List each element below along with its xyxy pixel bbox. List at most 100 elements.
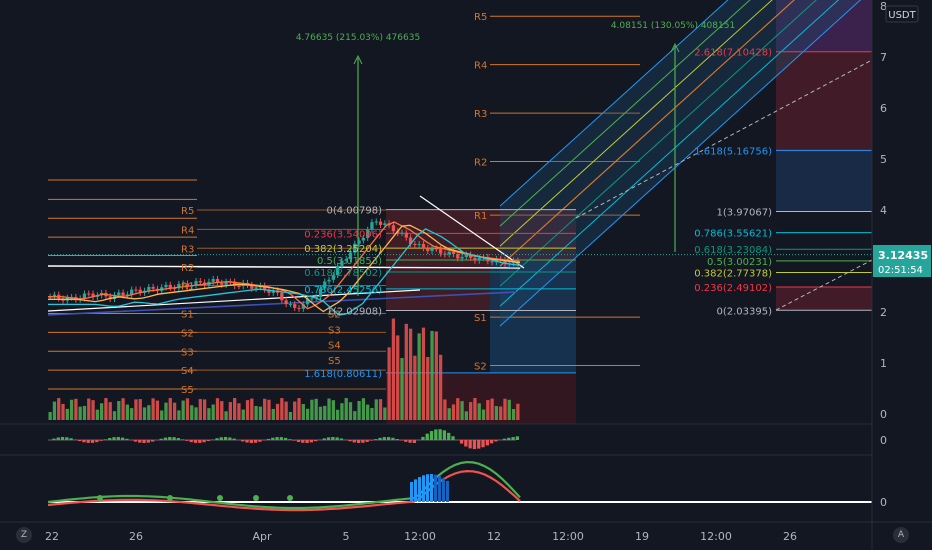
fib-right-label: 1.618(5.16756) [694, 146, 772, 157]
osc1-histogram-bar [472, 440, 477, 450]
toggle-auto-button[interactable]: Z [16, 527, 32, 543]
fib-right-label: 0.618(3.23084) [694, 245, 772, 256]
y-tick-label: 6 [880, 102, 887, 115]
currency-badge[interactable]: USDT [885, 5, 919, 23]
fib-left-label: 0.786(2.45256) [304, 285, 382, 296]
osc1-histogram-bar [339, 438, 344, 440]
trendline-upper [47, 265, 521, 269]
volume-bar [305, 408, 310, 420]
candle-body [383, 223, 387, 225]
auto-scale-button[interactable]: A [893, 527, 909, 543]
volume-bar [383, 407, 387, 420]
volume-bar [130, 408, 134, 420]
osc2-cross-dot [253, 495, 259, 501]
osc1-histogram-bar [451, 436, 455, 440]
candle-body [447, 251, 451, 255]
osc1-histogram-bar [185, 440, 189, 441]
volume-bar [74, 398, 78, 420]
volume-bar [417, 333, 421, 420]
candle-body [366, 229, 370, 238]
candle-body [263, 285, 267, 290]
osc1-histogram-bar [374, 439, 378, 440]
candle-body [477, 257, 481, 261]
volume-bar [267, 399, 271, 420]
pivot-mid-label: S4 [328, 341, 341, 352]
candle-body [267, 289, 271, 293]
measure-label-2: 4.08151 (130.05%) 408151 [611, 21, 735, 31]
candle-body [138, 289, 142, 293]
fib-right-label: 0.382(2.77378) [694, 269, 772, 280]
pivot-right-label: S1 [474, 313, 487, 324]
fib-right-label: 0.786(3.55621) [694, 229, 772, 240]
volume-bar [370, 408, 374, 420]
candle-body [464, 254, 469, 257]
pivot-label: S5 [181, 385, 194, 396]
osc1-histogram-bar [395, 438, 399, 440]
osc2-cross-dot [217, 495, 223, 501]
fib-left-label: 0.618(2.78502) [304, 268, 382, 279]
volume-bar [142, 407, 147, 420]
candle-body [340, 260, 344, 266]
pivot-label: S1 [181, 310, 194, 321]
volume-bar [207, 408, 211, 420]
candle-body [310, 298, 314, 300]
volume-bar [198, 399, 202, 420]
volume-bar [220, 401, 224, 420]
wedge-top [419, 195, 525, 269]
osc1-histogram-bar [489, 440, 494, 444]
osc1-histogram-bar [146, 440, 150, 443]
volume-bar [438, 354, 443, 420]
osc2-tick-label: 0 [880, 496, 887, 509]
candle-body [305, 298, 310, 305]
osc1-histogram-bar [198, 440, 202, 443]
volume-bar [138, 399, 142, 420]
volume-bar [104, 398, 108, 420]
osc1-histogram-bar [99, 440, 103, 441]
volume-bar [323, 405, 327, 420]
osc2-histogram-bar [414, 479, 417, 502]
candle-body [288, 304, 293, 306]
channel-line [499, 0, 862, 327]
fib-left-label: 1.618(0.80611) [304, 369, 382, 380]
volume-bar [331, 400, 335, 420]
candle-body [434, 248, 438, 250]
volume-bar [421, 327, 426, 420]
volume-bar [215, 398, 220, 420]
volume-bar [245, 400, 250, 420]
pivot-label: R4 [181, 225, 194, 236]
osc1-histogram-bar [95, 440, 99, 443]
osc1-histogram-bar [279, 437, 283, 440]
volume-bar [357, 400, 361, 420]
osc1-histogram-bar [382, 437, 386, 440]
pivot-label: R5 [181, 206, 194, 217]
osc1-histogram-bar [275, 437, 279, 440]
candle-body [254, 287, 258, 289]
osc1-histogram-bar [133, 440, 138, 442]
x-tick-label: 12 [487, 530, 501, 543]
osc1-histogram-bar [52, 438, 56, 440]
pivot-mid-label: S5 [328, 356, 341, 367]
candle-body [237, 286, 241, 288]
volume-bar [52, 401, 57, 420]
candle-body [121, 292, 125, 296]
volume-bar [310, 399, 314, 420]
volume-bar [391, 318, 396, 420]
moving-average-line [48, 221, 521, 310]
volume-bar [172, 402, 177, 420]
pivot-right-label: R5 [474, 12, 487, 23]
osc1-histogram-bar [249, 440, 253, 443]
osc1-histogram-bar [507, 437, 511, 440]
volume-bar [335, 409, 340, 420]
osc1-histogram-bar [228, 437, 232, 440]
moving-average-line [48, 224, 521, 313]
osc1-histogram-bar [150, 440, 155, 442]
osc1-histogram-bar [425, 433, 429, 440]
volume-bar [78, 406, 82, 420]
candle-body [490, 261, 494, 263]
osc1-histogram-bar [112, 437, 116, 440]
last-price-value: 3.12435 [878, 249, 928, 262]
fib-zone-1618 [776, 150, 872, 212]
osc2-histogram-bar [446, 480, 449, 502]
osc2-histogram-bar [438, 476, 441, 502]
